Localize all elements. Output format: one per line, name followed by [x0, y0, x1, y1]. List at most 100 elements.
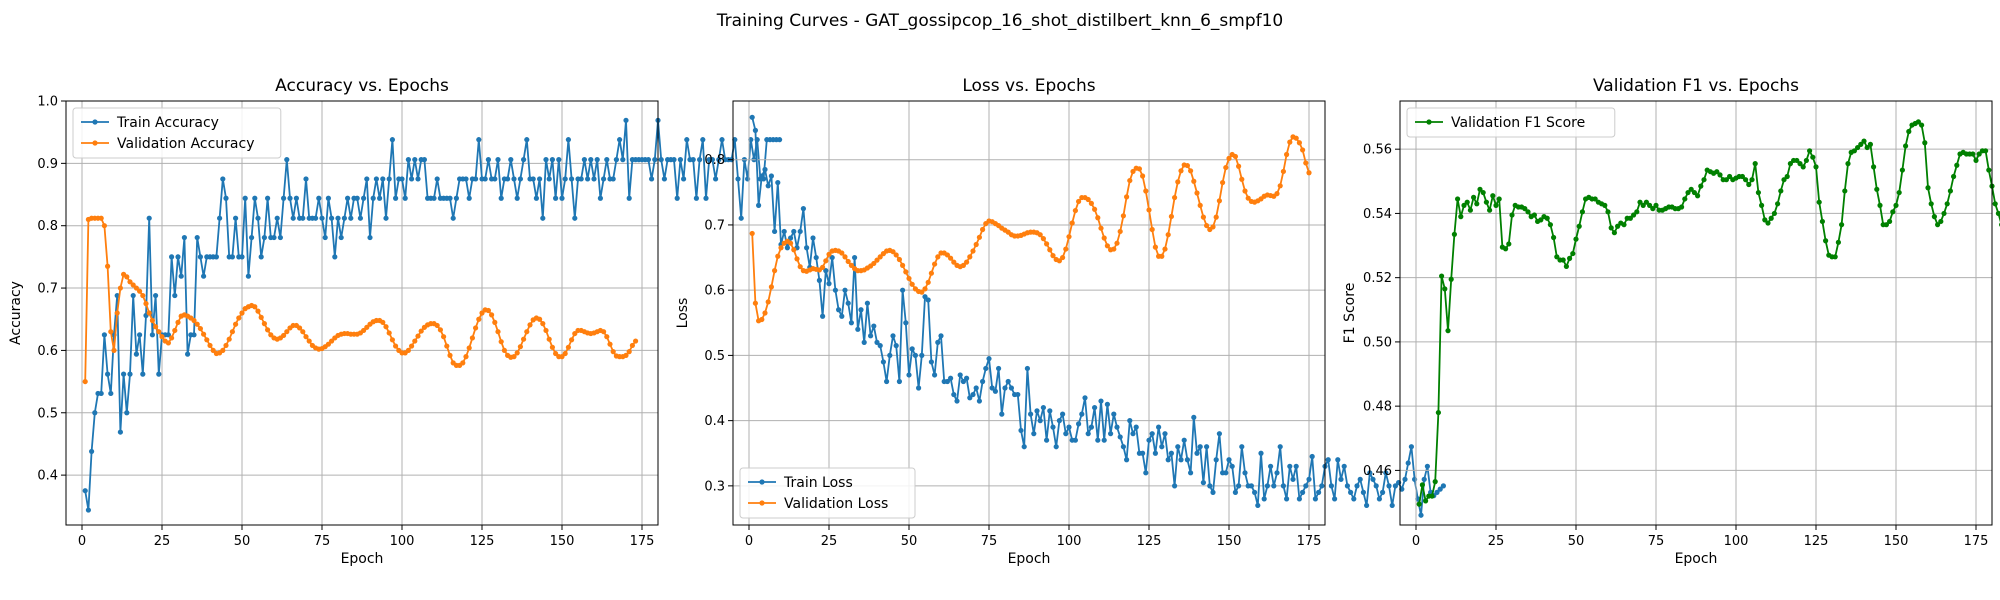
loss-series-0-point — [1284, 496, 1290, 502]
f1-series-0-point — [1432, 479, 1438, 485]
f1-series-0-point — [1567, 255, 1573, 261]
accuracy-series-0-point — [153, 292, 159, 299]
accuracy-series-0-point — [175, 254, 181, 260]
accuracy-series-1-point — [546, 336, 552, 342]
accuracy-series-0-point — [130, 292, 136, 299]
accuracy-series-0-point — [197, 254, 203, 260]
f1-series-0-point — [1919, 122, 1925, 128]
accuracy-series-0-point — [476, 137, 482, 143]
loss-series-0-point — [954, 398, 960, 404]
accuracy-series-0-point — [364, 176, 370, 182]
accuracy-series-1-point — [514, 350, 520, 356]
accuracy-series-0-point — [709, 157, 716, 163]
loss-series-0-point — [1287, 463, 1293, 469]
loss-series-1-point — [1104, 243, 1110, 249]
accuracy-series-0-point — [559, 195, 565, 201]
loss-series-0-point — [1130, 431, 1136, 437]
f1-series-0-point — [1768, 215, 1774, 221]
loss-series-0-point — [928, 359, 935, 365]
accuracy-series-1-point — [165, 340, 171, 346]
loss-series-0-point — [1152, 450, 1158, 456]
accuracy-series-1-point — [117, 285, 123, 291]
loss-chart-title: Loss vs. Epochs — [962, 76, 1095, 96]
f1-series-0-point — [1531, 212, 1537, 218]
f1-series-0-point — [1845, 161, 1851, 167]
loss-series-1-point — [1047, 247, 1053, 253]
loss-series-1-point — [871, 260, 877, 267]
loss-series-0-point — [772, 228, 778, 235]
loss-series-0-point — [832, 287, 839, 293]
loss-series-1-point — [896, 256, 903, 263]
accuracy-series-0-point — [463, 176, 469, 182]
loss-series-1-point — [903, 269, 909, 275]
accuracy-series-0-point — [329, 215, 335, 221]
f1-series-0-point — [1899, 167, 1905, 173]
f1-series-0-point — [1954, 162, 1960, 168]
accuracy-series-0-point — [649, 176, 655, 182]
loss-series-1-point — [1239, 176, 1245, 182]
loss-series-0-point — [1213, 457, 1219, 463]
accuracy-series-0-point — [645, 157, 652, 163]
loss-series-0-point — [1437, 486, 1443, 492]
f1-series-0-point — [1631, 212, 1637, 218]
accuracy-series-0-point — [345, 195, 351, 201]
loss-series-1-point — [845, 258, 851, 265]
loss-series-0-point — [1056, 418, 1062, 424]
f1-series-0-point — [1762, 217, 1768, 223]
f1-series-0-point — [1861, 138, 1867, 144]
f1-series-0-point — [1474, 201, 1480, 207]
loss-ytick-label: 0.4 — [704, 414, 725, 429]
loss-series-0-point — [855, 326, 861, 332]
accuracy-series-0-point — [149, 332, 155, 338]
accuracy-series-0-point — [146, 215, 152, 221]
loss-series-0-point — [861, 339, 867, 345]
f1-series-0-point — [1592, 196, 1598, 202]
accuracy-series-1-point — [623, 352, 629, 358]
loss-series-0-point — [1002, 385, 1008, 391]
loss-series-0-point — [893, 343, 899, 349]
accuracy-series-0-point — [697, 157, 703, 163]
loss-series-0-point — [1188, 470, 1194, 476]
accuracy-series-0-point — [373, 176, 379, 182]
f1-ytick-label: 0.50 — [1363, 335, 1392, 350]
f1-series-0-point — [1941, 210, 1947, 217]
loss-series-1-point — [1114, 240, 1120, 246]
loss-series-1-point — [768, 284, 775, 290]
accuracy-series-1-point — [444, 343, 450, 349]
loss-series-0-point — [1114, 424, 1120, 430]
loss-series-0-point — [1360, 489, 1366, 495]
accuracy-series-0-point — [284, 157, 290, 163]
loss-series-1-point — [948, 255, 954, 261]
loss-series-1-point — [1069, 220, 1075, 226]
loss-xtick-label: 100 — [1057, 534, 1082, 549]
loss-series-0-point — [839, 313, 845, 319]
accuracy-series-1-point — [495, 329, 501, 335]
loss-series-0-point — [1124, 457, 1130, 463]
loss-ytick-label: 0.7 — [704, 218, 725, 233]
loss-series-0-point — [1293, 463, 1299, 469]
loss-series-1-point — [1101, 235, 1107, 241]
f1-series-0-point — [1714, 169, 1720, 175]
f1-series-0-point — [1579, 209, 1585, 215]
accuracy-series-0-point — [127, 371, 133, 377]
f1-series-0-point — [1867, 141, 1873, 147]
accuracy-series-1-point — [489, 312, 495, 318]
f1-series-0-point — [1538, 217, 1544, 223]
loss-series-0-point — [1216, 431, 1222, 437]
accuracy-series-1-point — [549, 344, 556, 350]
f1-series-0-point — [1896, 189, 1902, 196]
loss-series-1-point — [919, 289, 925, 295]
accuracy-xtick-label: 25 — [154, 534, 171, 549]
accuracy-series-1-point — [476, 316, 482, 322]
accuracy-series-0-point — [495, 157, 501, 163]
f1-series-0-point — [1810, 154, 1816, 160]
loss-series-0-point — [810, 235, 816, 241]
loss-series-1-point — [1159, 253, 1165, 259]
loss-series-0-point — [852, 254, 858, 261]
accuracy-series-1-point — [197, 325, 203, 332]
f1-series-0-point — [1925, 185, 1931, 191]
loss-series-0-point — [781, 228, 787, 235]
loss-series-1-point — [1037, 232, 1043, 238]
loss-series-0-point — [848, 320, 855, 326]
loss-series-1-point — [794, 256, 800, 262]
